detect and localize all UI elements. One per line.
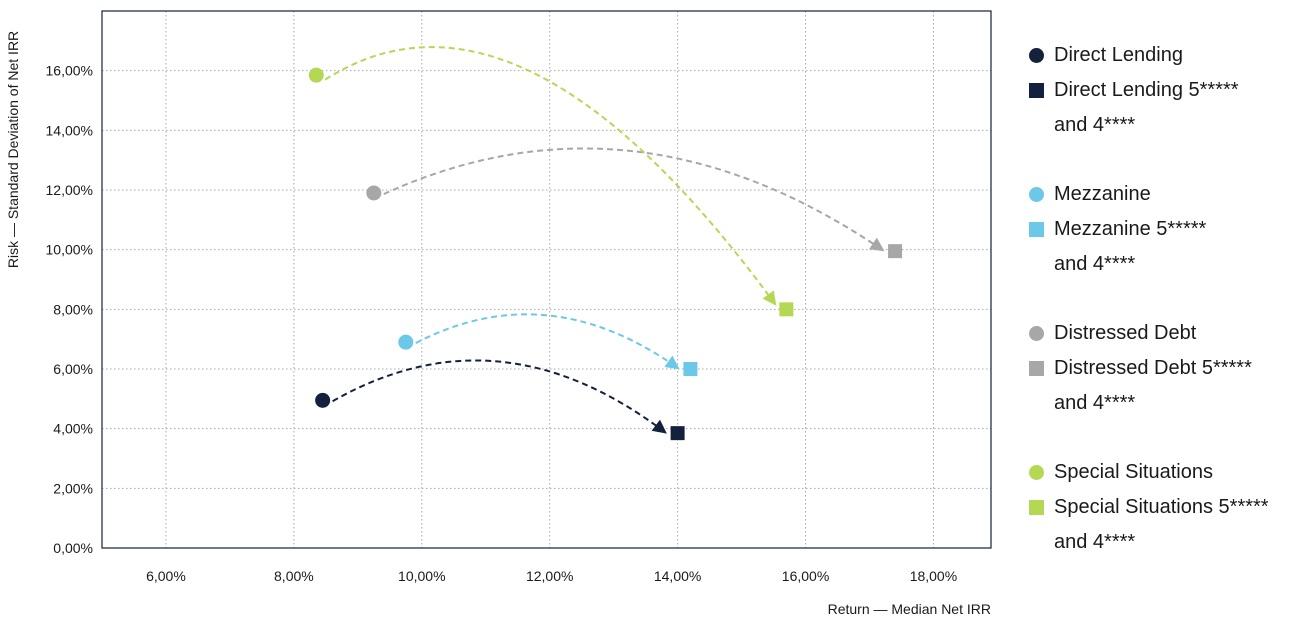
- x-tick-label: 12,00%: [526, 568, 573, 584]
- data-points: [308, 67, 903, 441]
- legend-item: Special Situations 5***** and 4****: [1028, 490, 1309, 560]
- legend-item: Special Situations: [1028, 455, 1309, 490]
- transition-arrow: [332, 359, 667, 434]
- y-tick-label: 8,00%: [53, 301, 93, 317]
- data-point-square: [779, 302, 794, 317]
- y-tick-label: 4,00%: [53, 421, 93, 437]
- data-point-square: [670, 426, 685, 441]
- legend-item: Mezzanine: [1028, 177, 1309, 212]
- y-axis-label: Risk — Standard Deviation of Net IRR: [5, 31, 21, 268]
- y-tick-label: 16,00%: [46, 63, 93, 79]
- legend: Direct Lending Direct Lending 5***** and …: [1028, 38, 1309, 560]
- legend-item: Distressed Debt: [1028, 316, 1309, 351]
- legend-label: Distressed Debt: [1054, 322, 1197, 344]
- legend-circle-marker: [1029, 465, 1044, 480]
- legend-label: Mezzanine: [1054, 183, 1151, 205]
- legend-circle-marker: [1029, 187, 1044, 202]
- legend-square-marker: [1029, 361, 1044, 376]
- y-axis-ticks: 0,00% 2,00% 4,00% 6,00% 8,00% 10,00% 12,00% 14,…: [46, 63, 93, 556]
- transition-arrow: [324, 46, 777, 306]
- legend-label: Mezzanine 5***** and 4****: [1054, 218, 1207, 275]
- legend-label: Special Situations: [1054, 461, 1213, 483]
- legend-square-marker: [1029, 83, 1044, 98]
- legend-item: Direct Lending 5***** and 4****: [1028, 73, 1309, 143]
- data-point-circle: [315, 392, 331, 408]
- y-tick-label: 12,00%: [46, 182, 93, 198]
- data-point-circle: [398, 334, 414, 350]
- transition-arrow: [383, 147, 885, 252]
- legend-label: Direct Lending: [1054, 44, 1183, 66]
- data-point-circle: [308, 67, 324, 83]
- y-tick-label: 14,00%: [46, 122, 93, 138]
- legend-square-marker: [1029, 222, 1044, 237]
- x-tick-label: 16,00%: [782, 568, 829, 584]
- x-axis-label: Return — Median Net IRR: [828, 601, 991, 617]
- x-tick-label: 8,00%: [274, 568, 314, 584]
- legend-square-marker: [1029, 500, 1044, 515]
- scatter-chart: 6,00% 8,00% 10,00% 12,00% 14,00% 16,00% 18,00%…: [5, 10, 992, 617]
- legend-label: Special Situations 5***** and 4****: [1054, 496, 1269, 553]
- transition-arrow: [415, 313, 680, 370]
- legend-label: Direct Lending 5***** and 4****: [1054, 79, 1239, 136]
- grid-lines: [102, 11, 991, 548]
- y-tick-label: 6,00%: [53, 361, 93, 377]
- data-point-circle: [366, 185, 382, 201]
- x-tick-label: 18,00%: [910, 568, 957, 584]
- legend-label: Distressed Debt 5***** and 4****: [1054, 357, 1252, 414]
- x-tick-label: 6,00%: [146, 568, 186, 584]
- legend-circle-marker: [1029, 326, 1044, 341]
- y-tick-label: 0,00%: [53, 540, 93, 556]
- legend-item: Direct Lending: [1028, 38, 1309, 73]
- x-tick-label: 10,00%: [398, 568, 445, 584]
- plot-frame: [101, 10, 992, 549]
- data-point-square: [683, 362, 698, 376]
- legend-circle-marker: [1029, 48, 1044, 63]
- data-point-square: [888, 244, 903, 259]
- arrows: [324, 46, 885, 434]
- x-axis-ticks: 6,00% 8,00% 10,00% 12,00% 14,00% 16,00% 18,00%: [146, 568, 957, 584]
- x-tick-label: 14,00%: [654, 568, 701, 584]
- y-tick-label: 10,00%: [46, 242, 93, 258]
- legend-item: Mezzanine 5***** and 4****: [1028, 212, 1309, 282]
- legend-item: Distressed Debt 5***** and 4****: [1028, 351, 1309, 421]
- y-tick-label: 2,00%: [53, 480, 93, 496]
